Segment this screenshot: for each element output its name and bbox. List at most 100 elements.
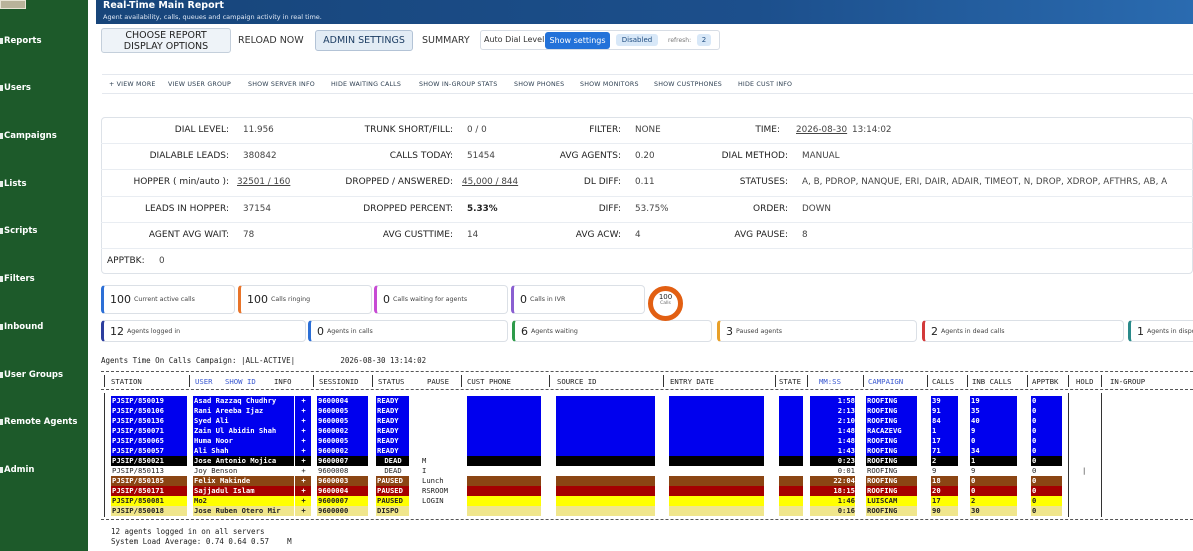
- cell-info[interactable]: +: [295, 476, 311, 486]
- cell-user[interactable]: Jose Antonio Mojica: [193, 456, 294, 466]
- col-info: INFO: [274, 377, 292, 386]
- cell-station[interactable]: PJSIP/850019: [111, 396, 187, 406]
- cell-user[interactable]: Felix Makinde: [193, 476, 294, 486]
- agents-table-caption: Agents Time On Calls Campaign: |ALL-ACTI…: [101, 356, 427, 365]
- cell-station[interactable]: PJSIP/850113: [111, 466, 187, 476]
- cell-info[interactable]: +: [295, 436, 311, 446]
- sidebar-item-filters[interactable]: Filters: [0, 264, 88, 294]
- link-show-server-info[interactable]: SHOW SERVER INFO: [248, 81, 315, 88]
- cell-info[interactable]: +: [295, 506, 311, 516]
- link-show-monitors[interactable]: SHOW MONITORS: [580, 81, 639, 88]
- link-bar: [102, 74, 1193, 94]
- show-settings-button[interactable]: Show settings: [545, 32, 610, 49]
- time-date-link[interactable]: 2026-08-30: [796, 125, 848, 135]
- dial-method-value: MANUAL: [802, 151, 840, 161]
- cell-station[interactable]: PJSIP/850071: [111, 426, 187, 436]
- empty-cell: [556, 396, 655, 406]
- cell-user[interactable]: Joy Benson: [193, 466, 294, 476]
- sidebar-item-reports[interactable]: Reports: [0, 26, 88, 56]
- cell-session: 9600005: [317, 416, 368, 426]
- refresh-value[interactable]: 2: [697, 34, 711, 46]
- link-show-in-group-stats[interactable]: SHOW IN-GROUP STATS: [419, 81, 498, 88]
- cell-campaign: LUISCAM: [866, 496, 917, 506]
- cell-user[interactable]: Zain Ul Abidin Shah: [193, 426, 294, 436]
- sidebar-item-remote-agents[interactable]: Remote Agents: [0, 407, 88, 437]
- cell-info[interactable]: +: [295, 486, 311, 496]
- summary-button[interactable]: SUMMARY: [422, 35, 470, 46]
- cell-station[interactable]: PJSIP/850021: [111, 456, 187, 466]
- cell-campaign: ROOFING: [866, 406, 917, 416]
- cell-station[interactable]: PJSIP/850136: [111, 416, 187, 426]
- col-campaign-link[interactable]: CAMPAIGN: [868, 377, 904, 386]
- link-show-phones[interactable]: SHOW PHONES: [514, 81, 565, 88]
- cell-station[interactable]: PJSIP/850065: [111, 436, 187, 446]
- dial-level-value: 11.956: [243, 125, 274, 135]
- sidebar-item-users[interactable]: Users: [0, 73, 88, 103]
- cell-info[interactable]: +: [295, 496, 311, 506]
- link-show-custphones[interactable]: SHOW CUSTPHONES: [654, 81, 722, 88]
- calls-circle-label: Calls: [660, 301, 671, 306]
- col-mmss-link[interactable]: MM:SS: [819, 377, 841, 386]
- reload-now-button[interactable]: RELOAD NOW: [238, 35, 304, 46]
- card-label: Current active calls: [134, 296, 195, 303]
- cell-user[interactable]: Huma Noor: [193, 436, 294, 446]
- cell-info[interactable]: +: [295, 446, 311, 456]
- col-user-link[interactable]: USER: [195, 377, 213, 386]
- agent-avg-wait-value: 78: [243, 230, 255, 240]
- disabled-badge: Disabled: [616, 34, 658, 46]
- col-show-id-link[interactable]: SHOW ID: [225, 377, 256, 386]
- calls-today-value: 51454: [467, 151, 495, 161]
- column-divider: [967, 375, 968, 387]
- link-view-more[interactable]: + VIEW MORE: [109, 81, 156, 88]
- choose-report-button[interactable]: CHOOSE REPORT DISPLAY OPTIONS: [101, 28, 231, 53]
- link-view-user-group[interactable]: VIEW USER GROUP: [168, 81, 231, 88]
- dropped-answered-link[interactable]: 45,000 / 844: [462, 177, 519, 187]
- card-count: 100: [247, 293, 268, 306]
- cell-station[interactable]: PJSIP/850081: [111, 496, 187, 506]
- cell-calls: 84: [931, 416, 958, 426]
- agents-card: 3 Paused agents: [717, 320, 917, 342]
- system-load: System Load Average: 0.74 0.64 0.57 M: [111, 537, 292, 546]
- card-count: 100: [110, 293, 131, 306]
- sidebar: Reports Users Campaigns Lists Scripts Filters…: [0, 0, 88, 551]
- cell-user[interactable]: Jose Ruben Otero Mir: [193, 506, 294, 516]
- empty-cell: [556, 496, 655, 506]
- sidebar-item-admin[interactable]: Admin: [0, 455, 88, 485]
- cell-pause: [421, 426, 455, 436]
- cell-info[interactable]: +: [295, 406, 311, 416]
- cell-info[interactable]: +: [295, 456, 311, 466]
- cell-info[interactable]: +: [295, 396, 311, 406]
- sidebar-item-inbound[interactable]: Inbound: [0, 312, 88, 342]
- sidebar-item-lists[interactable]: Lists: [0, 169, 88, 199]
- hopper-value-link[interactable]: 32501 / 160: [237, 177, 291, 187]
- card-label: Agents in calls: [327, 327, 373, 335]
- column-divider: [372, 375, 373, 387]
- cell-user[interactable]: Ali Shah: [193, 446, 294, 456]
- hold-marker: |: [1082, 466, 1087, 475]
- sidebar-item-campaigns[interactable]: Campaigns: [0, 121, 88, 151]
- cell-info[interactable]: +: [295, 466, 311, 476]
- cell-pause: [421, 406, 455, 416]
- admin-settings-button[interactable]: ADMIN SETTINGS: [315, 30, 413, 51]
- link-hide-cust-info[interactable]: HIDE CUST INFO: [738, 81, 793, 88]
- cell-session: 9600007: [317, 496, 368, 506]
- cell-user[interactable]: Rani Areeba Ijaz: [193, 406, 294, 416]
- cell-info[interactable]: +: [295, 416, 311, 426]
- cell-info[interactable]: +: [295, 426, 311, 436]
- cell-user[interactable]: Syed Ali: [193, 416, 294, 426]
- cell-station[interactable]: PJSIP/850057: [111, 446, 187, 456]
- cell-user[interactable]: Asad Razzaq Chudhry: [193, 396, 294, 406]
- cell-station[interactable]: PJSIP/850185: [111, 476, 187, 486]
- leads-in-hopper-value: 37154: [243, 204, 271, 214]
- sidebar-item-scripts[interactable]: Scripts: [0, 216, 88, 246]
- cell-station[interactable]: PJSIP/850171: [111, 486, 187, 496]
- cell-station[interactable]: PJSIP/850018: [111, 506, 187, 516]
- empty-cell: [779, 486, 803, 496]
- link-hide-waiting-calls[interactable]: HIDE WAITING CALLS: [331, 81, 402, 88]
- cell-station[interactable]: PJSIP/850106: [111, 406, 187, 416]
- sidebar-item-user-groups[interactable]: User Groups: [0, 360, 88, 390]
- cell-user[interactable]: Sajjadul Islam: [193, 486, 294, 496]
- column-divider: [927, 375, 928, 387]
- filter-value: NONE: [635, 125, 661, 135]
- cell-user[interactable]: Mo2: [193, 496, 294, 506]
